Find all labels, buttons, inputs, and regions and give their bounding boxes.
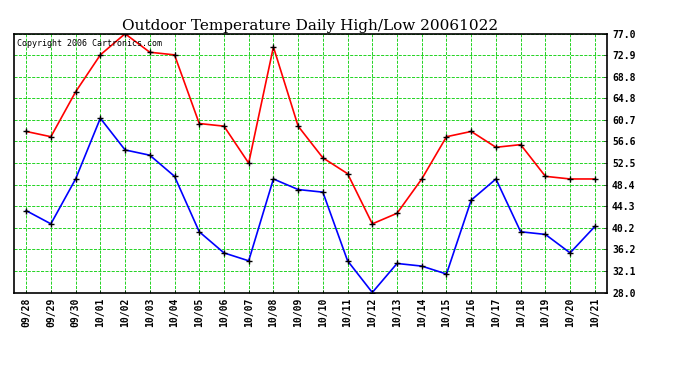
Title: Outdoor Temperature Daily High/Low 20061022: Outdoor Temperature Daily High/Low 20061… — [122, 19, 499, 33]
Text: Copyright 2006 Cartronics.com: Copyright 2006 Cartronics.com — [17, 39, 161, 48]
